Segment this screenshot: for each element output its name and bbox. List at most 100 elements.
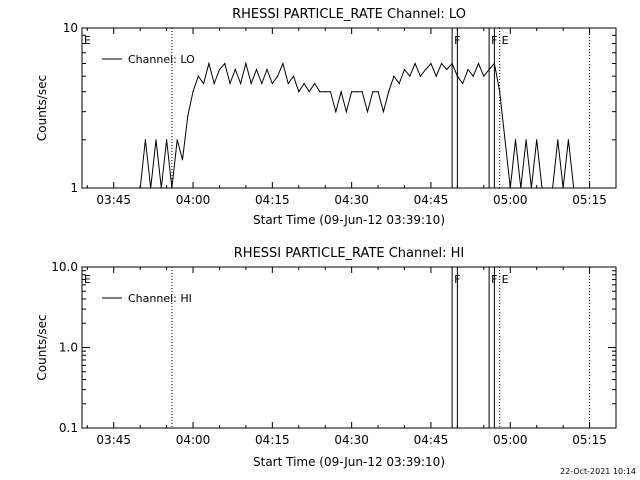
data-point [271,82,273,85]
data-point [213,82,215,85]
x-tick-label: 03:45 [96,193,131,207]
data-point [324,91,326,93]
x-tick-label: 03:45 [96,433,131,447]
data-point [583,187,585,189]
y-tick-label: 1.0 [59,341,78,355]
data-point [308,91,310,93]
x-axis-label: Start Time (09-Jun-12 03:39:10) [253,455,445,469]
data-point [525,139,527,141]
plot-hi-channel: RHESSI PARTICLE_RATE Channel: HI 03:45 04:… [35,246,617,469]
data-point [277,75,279,77]
data-point [462,82,464,85]
data-point [345,111,347,113]
data-point [287,82,289,85]
data-point [425,68,427,71]
y-tick-label: 10 [63,21,78,35]
data-point [446,68,448,71]
flag-label-e: E [502,273,509,286]
flag-label-f: F [454,273,460,286]
data-point [218,68,221,71]
x-tick-label: 05:00 [493,193,528,207]
flag-label-e: E [84,273,91,286]
data-point [488,68,490,71]
data-point [562,187,564,189]
data-point [234,68,236,71]
data-point [467,68,469,71]
y-axis-label: Counts/sec [35,75,49,141]
data-point [303,82,305,85]
x-tick-label: 04:00 [176,433,211,447]
data-point [261,82,263,85]
data-point [551,187,554,189]
data-point [361,91,363,93]
data-point [499,91,501,93]
flag-label-e: E [84,34,91,47]
data-point [250,82,252,85]
data-point [414,62,416,65]
chart-title: RHESSI PARTICLE_RATE Channel: LO [232,7,466,22]
data-point [187,115,189,118]
data-point [314,82,316,85]
data-point [578,187,580,189]
x-tick-label: 05:15 [572,193,607,207]
data-point [472,75,474,77]
data-point [298,91,300,93]
flag-label-f: F [491,34,497,47]
x-axis-label: Start Time (09-Jun-12 03:39:10) [253,213,445,227]
data-point [245,62,247,65]
x-tick-label: 05:00 [493,433,528,447]
data-point [139,187,141,189]
x-tick-label: 04:45 [414,193,449,207]
plot-lo-channel: RHESSI PARTICLE_RATE Channel: LO 03:45 04:… [35,7,617,227]
x-tick-label: 05:15 [572,433,607,447]
data-point [409,75,411,77]
data-point [181,159,184,161]
legend-entry: Channel: HI [128,292,192,305]
chart-title: RHESSI PARTICLE_RATE Channel: HI [234,246,464,261]
data-point [356,91,358,93]
data-point [419,75,421,77]
footer-timestamp: 22-Oct-2021 10:14 [560,467,636,476]
data-point [366,111,369,113]
y-tick-label: 0.1 [59,421,78,435]
data-point [255,68,258,71]
data-point [229,82,231,85]
flag-label-f: F [454,34,460,47]
data-point [557,139,559,141]
x-tick-label: 04:15 [255,193,290,207]
data-point [208,62,210,65]
data-point [536,139,538,141]
data-point [430,62,432,65]
plot-frame [81,27,617,189]
data-point [509,187,511,189]
data-point [541,187,543,189]
x-tick-label: 04:30 [334,433,369,447]
data-point [292,75,295,77]
data-point [435,75,437,77]
x-tick-label: 04:45 [414,433,449,447]
data-point [573,187,575,189]
data-point [351,91,353,93]
data-point [192,91,194,93]
data-point [440,62,443,65]
data-point [520,187,522,189]
data-point [329,91,332,93]
data-point [403,68,406,71]
data-point [567,139,570,141]
data-point [398,82,400,85]
series-line [139,61,590,189]
legend-entry: Channel: LO [128,53,195,66]
data-point [155,139,157,141]
data-point [240,82,242,85]
data-point [144,139,147,141]
data-point [165,139,168,141]
x-tick-label: 04:30 [334,193,369,207]
data-point [171,187,173,189]
flag-label-e: E [502,34,509,47]
data-point [203,82,205,85]
data-point [372,91,374,93]
y-tick-label: 1 [70,181,78,195]
data-point [530,187,533,189]
x-tick-label: 04:00 [176,193,211,207]
